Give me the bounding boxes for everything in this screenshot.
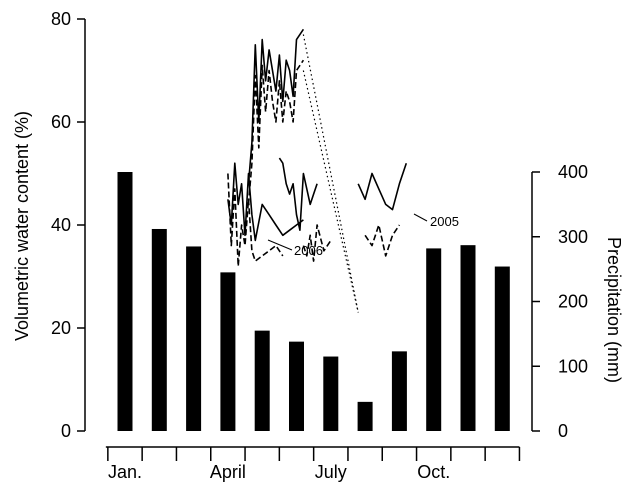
precipitation-bar	[357, 401, 373, 431]
water-content-series-line	[227, 162, 304, 242]
precipitation-bar	[323, 356, 339, 431]
precipitation-bar	[391, 351, 407, 431]
water-content-series-line	[364, 224, 401, 257]
precipitation-bars	[117, 172, 510, 431]
axes: 0 20 40 60 80 0 100 200 300 400 Jan. April July Oct.	[51, 9, 588, 482]
left-axis-tick-label: 80	[51, 9, 71, 29]
series-annotation-label: 2006	[294, 243, 323, 258]
precipitation-bar	[289, 341, 304, 431]
water-content-series-line	[247, 28, 305, 184]
right-axis-tick-label: 0	[558, 421, 568, 441]
right-axis-tick-label: 400	[558, 162, 588, 182]
precipitation-bar	[117, 172, 133, 431]
water-content-series-line	[357, 162, 408, 211]
right-axis-tick-label: 100	[558, 356, 588, 376]
precipitation-bar	[186, 246, 202, 431]
precipitation-bar	[254, 330, 270, 431]
precipitation-bar	[151, 228, 167, 431]
month-axis-tick-label: Jan.	[108, 462, 142, 482]
precipitation-bar	[494, 266, 510, 431]
dotted-connector-line	[302, 70, 359, 313]
water-content-series-line	[302, 224, 332, 262]
annotation-leader-line	[413, 213, 428, 222]
dotted-connector-line	[302, 34, 359, 313]
left-axis-title: Volumetric water content (%)	[12, 111, 32, 341]
right-axis-tick-label: 200	[558, 292, 588, 312]
annotation-leader-line	[267, 239, 293, 251]
left-axis-tick-label: 0	[61, 421, 71, 441]
precipitation-bar	[460, 245, 476, 431]
precipitation-bar	[426, 248, 442, 431]
water-content-series-line	[278, 157, 318, 231]
month-axis-tick-label: July	[315, 462, 347, 482]
month-axis-tick-label: Oct.	[417, 462, 450, 482]
right-axis-tick-label: 300	[558, 227, 588, 247]
water-content-lines: 2005 2006	[227, 28, 459, 313]
left-axis-tick-label: 40	[51, 215, 71, 235]
water-content-series-line	[247, 59, 305, 205]
left-axis-tick-label: 20	[51, 318, 71, 338]
left-axis-tick-label: 60	[51, 112, 71, 132]
month-axis-tick-label: April	[210, 462, 246, 482]
precipitation-bar	[220, 272, 236, 431]
right-axis-title: Precipitation (mm)	[604, 237, 624, 383]
series-annotation-label: 2005	[430, 214, 459, 229]
